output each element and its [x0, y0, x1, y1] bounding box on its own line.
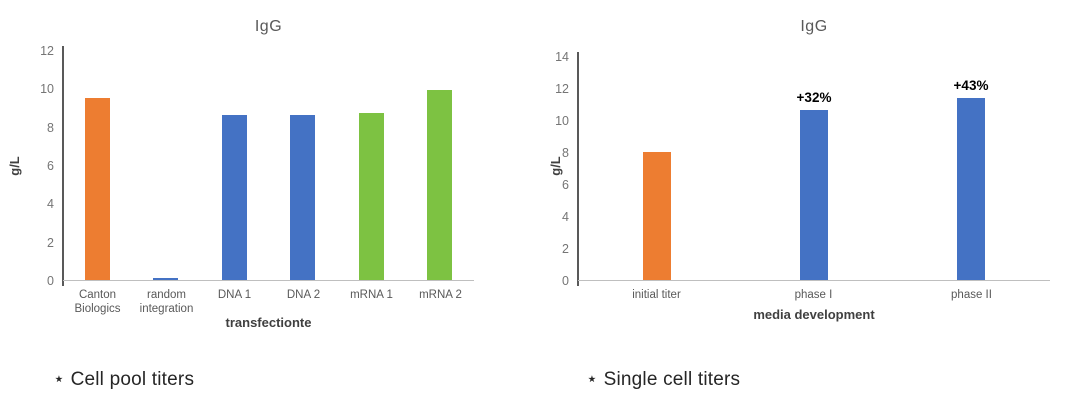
y-tick-label: 12 [40, 44, 54, 58]
bar-2 [222, 115, 247, 280]
y-axis-line [577, 52, 579, 286]
y-tick-label: 2 [562, 242, 569, 256]
y-tick-label: 2 [47, 236, 54, 250]
chart-title: IgG [800, 18, 828, 35]
y-tick-label: 8 [47, 121, 54, 135]
bar-0 [85, 98, 110, 280]
x-axis-line [578, 280, 1050, 281]
plot-area: 0 2 4 6 8 10 12 Canton Biologics random integrat… [40, 44, 474, 315]
y-axis-line [62, 46, 64, 286]
right-chart: IgG g/L 0 2 4 6 8 10 12 14 initial titer +32% phas… [541, 0, 1082, 415]
bar-4 [359, 113, 384, 280]
caption-cell-pool-titers: ⋆ Cell pool titers [53, 369, 195, 390]
x-category-label: random integration [139, 289, 194, 315]
bar-3 [290, 115, 315, 280]
x-category-label: mRNA 2 [419, 289, 462, 301]
bar-1 [153, 278, 178, 280]
bar-data-label: +32% [796, 90, 832, 105]
x-axis-line [63, 280, 474, 281]
y-tick-label: 8 [562, 146, 569, 160]
bar-1 [800, 110, 828, 280]
x-axis-title: transfectionte [225, 315, 312, 330]
y-tick-label: 4 [562, 210, 569, 224]
caption-single-cell-titers: ⋆ Single cell titers [586, 369, 741, 390]
bar-5 [427, 90, 452, 280]
x-axis-title: media development [753, 307, 875, 322]
y-tick-label: 4 [47, 197, 54, 211]
y-tick-label: 6 [562, 178, 569, 192]
bar-2 [957, 98, 985, 280]
x-category-label: initial titer [632, 289, 681, 301]
bar-0 [643, 152, 671, 280]
bar-data-label: +43% [953, 78, 989, 93]
y-tick-label: 10 [40, 82, 54, 96]
y-tick-label: 0 [47, 274, 54, 288]
y-tick-label: 6 [47, 159, 54, 173]
left-chart: IgG g/L 0 2 4 6 8 10 12 Canton Biologics random … [7, 18, 474, 390]
y-tick-label: 14 [555, 50, 569, 64]
x-category-label: mRNA 1 [350, 289, 393, 301]
x-category-label: phase I [794, 289, 833, 301]
y-tick-label: 0 [562, 274, 569, 288]
x-category-label: DNA 1 [217, 289, 252, 301]
chart-title: IgG [254, 18, 283, 35]
y-tick-label: 12 [555, 82, 569, 96]
x-category-label: phase II [951, 289, 992, 301]
y-tick-label: 10 [555, 114, 569, 128]
plot-area: 0 2 4 6 8 10 12 14 initial titer +32% phase I +43% p… [555, 50, 1050, 301]
x-category-label: Canton Biologics [74, 289, 121, 315]
x-category-label: DNA 2 [286, 289, 321, 301]
